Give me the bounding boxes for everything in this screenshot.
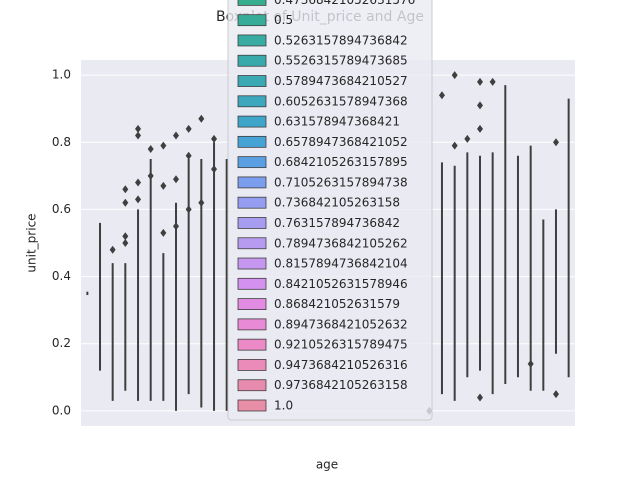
outlier: [160, 141, 167, 150]
legend-label: 0.6052631578947368: [274, 94, 408, 108]
legend-label: 0.868421052631579: [274, 297, 400, 311]
legend-swatch: [237, 54, 267, 67]
legend-swatch: [237, 75, 267, 87]
outlier: [173, 131, 180, 140]
outlier: [476, 124, 483, 133]
legend-swatch: [237, 318, 267, 331]
legend-swatch: [237, 0, 267, 6]
legend-swatch: [237, 14, 267, 27]
outlier: [451, 71, 458, 80]
outlier: [185, 205, 192, 214]
legend-label: 0.9736842105263158: [274, 378, 408, 392]
legend-label: 0.5263157894736842: [274, 33, 408, 47]
legend-swatch: [237, 176, 267, 189]
outlier: [464, 134, 471, 143]
legend-swatch: [237, 156, 267, 169]
outlier: [135, 124, 142, 133]
legend-swatch: [237, 399, 267, 412]
legend-label: 0.5: [274, 13, 293, 27]
legend-label: 0.8947368421052632: [274, 317, 408, 331]
outlier: [173, 222, 180, 231]
y-axis-label: unit_price: [25, 213, 39, 272]
legend-label: 0.6578947368421052: [274, 135, 408, 149]
outlier: [173, 175, 180, 184]
outlier: [135, 178, 142, 187]
legend-swatch: [237, 298, 267, 311]
outlier: [476, 393, 483, 402]
y-tick-label: 0.2: [52, 336, 71, 350]
y-tick-label: 1.0: [52, 68, 71, 82]
outlier: [122, 232, 129, 241]
legend-label: 0.5526315789473685: [274, 54, 408, 68]
legend-swatch: [237, 338, 267, 351]
outlier: [147, 144, 154, 153]
legend-swatch: [237, 95, 267, 108]
legend-label: 0.6842105263157895: [274, 155, 408, 169]
legend: 0.47368421052631576 0.5 0.5263157894736842…: [227, 0, 433, 421]
outlier: [160, 181, 167, 190]
outlier: [198, 114, 205, 123]
y-tick-label: 0.6: [52, 202, 71, 216]
outlier: [122, 185, 129, 194]
legend-swatch: [237, 217, 267, 229]
legend-label: 0.631578947368421: [274, 115, 400, 129]
legend-swatch: [237, 359, 267, 371]
legend-swatch: [237, 379, 267, 392]
legend-label: 0.763157894736842: [274, 216, 400, 230]
legend-label: 0.9210526315789475: [274, 338, 408, 352]
legend-label: 1.0: [274, 399, 293, 413]
legend-label: 0.736842105263158: [274, 196, 400, 210]
outlier: [122, 198, 129, 207]
outlier: [476, 101, 483, 110]
legend-label: 0.47368421052631576: [274, 0, 415, 7]
x-axis-label: age: [316, 458, 338, 472]
outlier: [109, 245, 116, 254]
outlier: [489, 77, 496, 86]
outlier: [438, 91, 445, 100]
outlier: [135, 195, 142, 204]
outlier: [185, 124, 192, 133]
outlier: [211, 165, 218, 174]
legend-swatch: [237, 34, 267, 47]
legend-label: 0.9473684210526316: [274, 358, 408, 372]
legend-label: 0.8421052631578946: [274, 277, 408, 291]
outlier: [552, 390, 559, 399]
legend-swatch: [237, 257, 267, 270]
legend-swatch: [237, 115, 267, 128]
y-tick-label: 0.8: [52, 135, 71, 149]
outlier: [552, 138, 559, 147]
outlier: [185, 151, 192, 160]
outlier: [122, 239, 129, 247]
legend-label: 0.7105263157894738: [274, 175, 408, 189]
outlier: [527, 359, 534, 368]
outlier: [135, 131, 142, 140]
legend-swatch: [237, 196, 267, 209]
legend-frame: [227, 0, 433, 421]
legend-label: 0.8157894736842104: [274, 257, 408, 271]
outlier: [147, 171, 154, 180]
outlier: [160, 228, 167, 237]
outlier: [476, 77, 483, 86]
outlier: [198, 198, 205, 207]
outlier: [451, 141, 458, 150]
legend-swatch: [237, 237, 267, 250]
legend-label: 0.5789473684210527: [274, 74, 408, 88]
y-tick-label: 0.4: [52, 269, 71, 283]
legend-label: 0.7894736842105262: [274, 236, 408, 250]
legend-swatch: [237, 135, 267, 148]
legend-swatch: [237, 277, 267, 290]
outlier: [211, 134, 218, 143]
y-tick-label: 0.0: [52, 403, 71, 417]
